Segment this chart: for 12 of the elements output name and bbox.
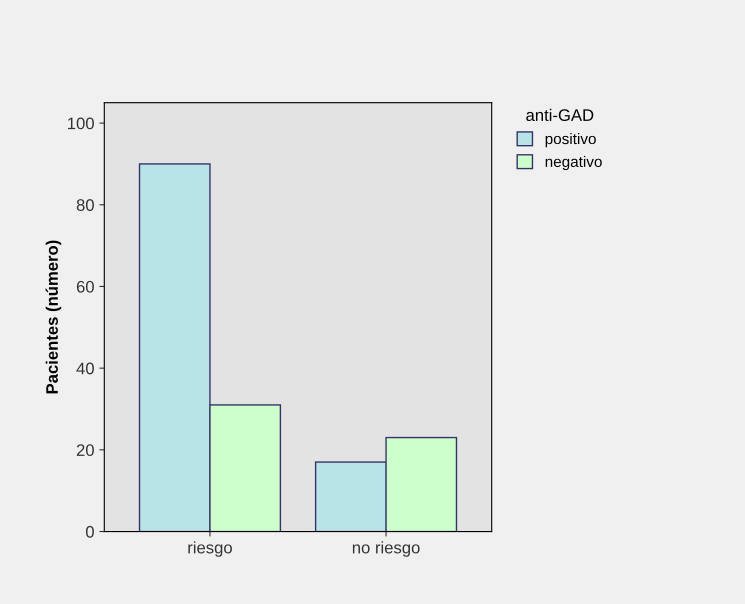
y-tick-label: 100: [68, 118, 94, 130]
y-tick-label: 40: [76, 362, 94, 374]
y-tick-label: 0: [86, 526, 94, 538]
y-tick-label: 20: [76, 444, 94, 456]
x-tick-label: no riesgo: [352, 541, 420, 557]
y-tick-label: 60: [76, 280, 94, 293]
y-axis-title: Pacientes (número): [46, 240, 62, 394]
legend-label: positivo: [546, 132, 596, 148]
y-tick-label: 80: [76, 199, 94, 211]
legend-label: negativo: [546, 156, 602, 170]
x-tick-label: riesgo: [188, 541, 232, 557]
legend-title: anti-GAD: [526, 108, 594, 122]
